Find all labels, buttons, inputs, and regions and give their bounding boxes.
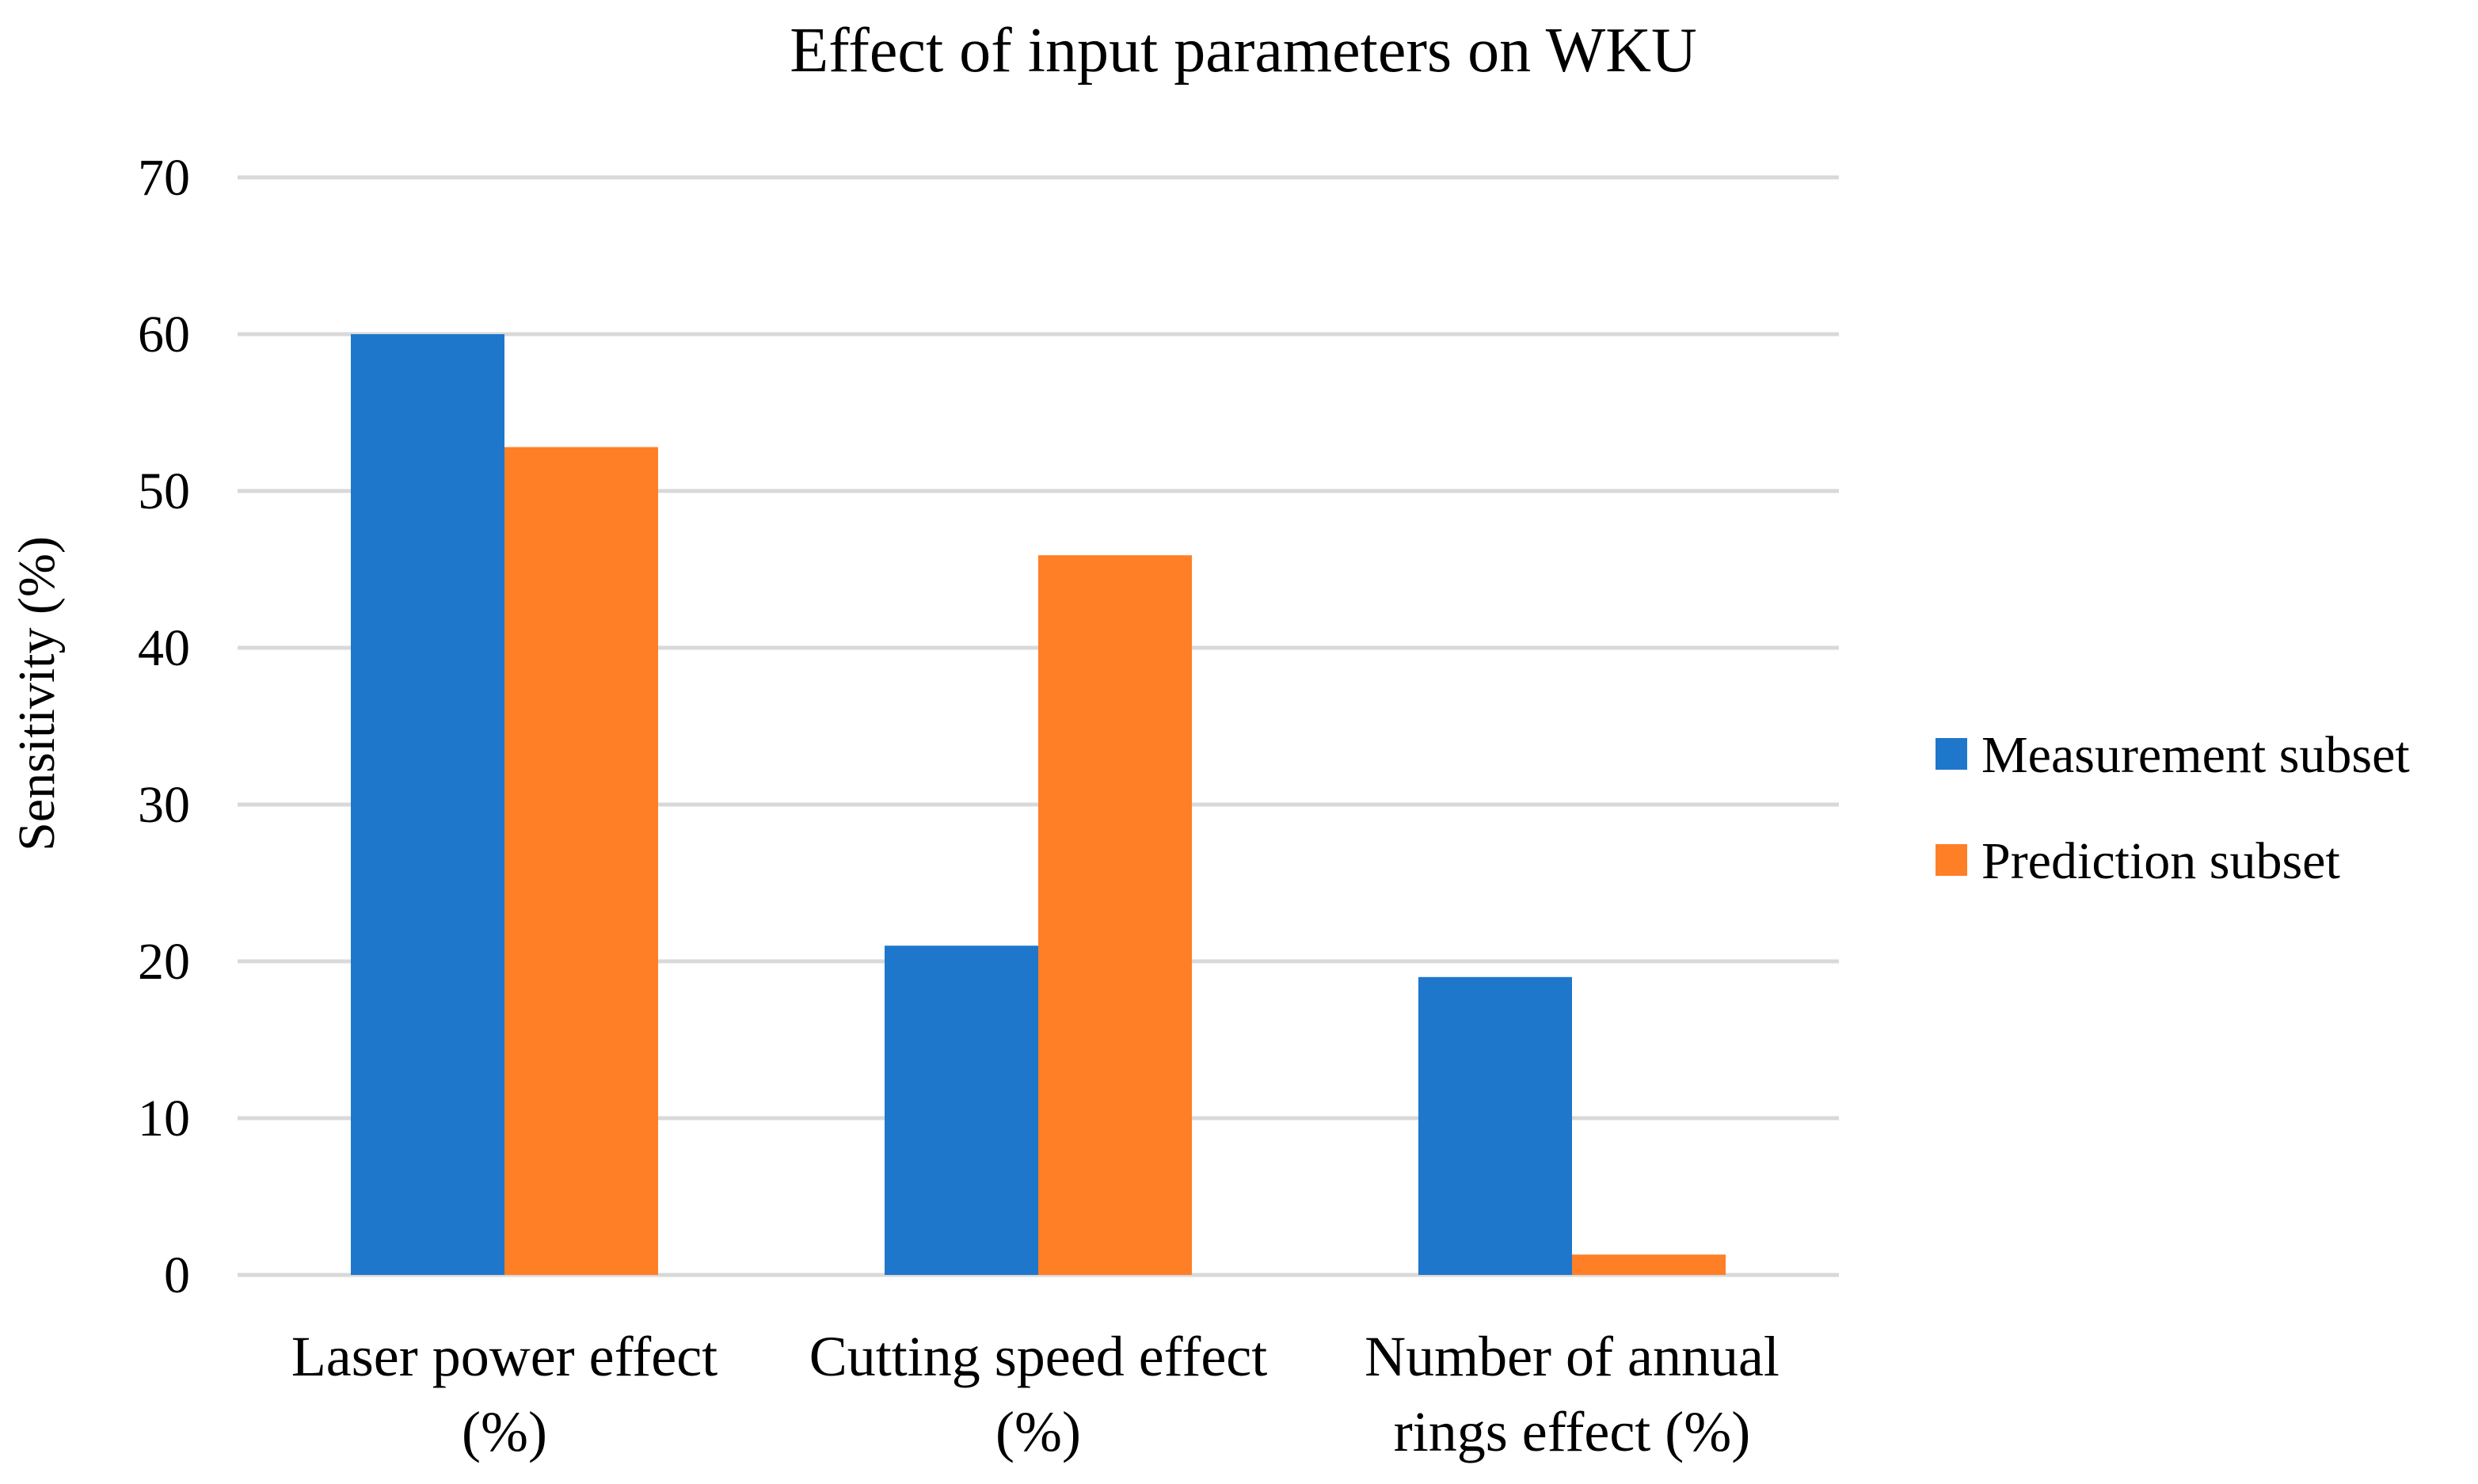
- x-tick-label: (%): [462, 1400, 547, 1463]
- y-tick-label: 70: [138, 149, 190, 207]
- bar-prediction-0[interactable]: [504, 447, 658, 1275]
- y-tick-label: 50: [138, 462, 190, 520]
- x-tick-label: Number of annual: [1365, 1325, 1780, 1388]
- x-tick-label: Laser power effect: [291, 1325, 718, 1388]
- x-tick-labels: Laser power effect (%) Cutting speed effec…: [291, 1325, 1780, 1463]
- legend-swatch: [1936, 844, 1967, 876]
- y-tick-label: 10: [138, 1090, 190, 1147]
- y-tick-labels: 0 10 20 30 40 50 60 70: [138, 149, 190, 1304]
- bar-prediction-1[interactable]: [1038, 555, 1192, 1275]
- y-tick-label: 0: [164, 1246, 190, 1304]
- bar-measurement-2[interactable]: [1418, 976, 1572, 1275]
- y-tick-label: 60: [138, 306, 190, 363]
- bar-measurement-0[interactable]: [351, 334, 504, 1275]
- y-axis-label: Sensitivity (%): [8, 536, 66, 851]
- legend-label: Measurement subset: [1981, 726, 2410, 784]
- bars: [351, 334, 1726, 1275]
- bar-measurement-1[interactable]: [885, 946, 1038, 1275]
- legend-swatch: [1936, 738, 1967, 770]
- x-tick-label: (%): [995, 1400, 1081, 1463]
- chart-title: Effect of input parameters on WKU: [790, 16, 1697, 86]
- legend-item-measurement[interactable]: Measurement subset: [1936, 726, 2410, 784]
- y-tick-label: 40: [138, 619, 190, 677]
- legend-item-prediction[interactable]: Prediction subset: [1936, 832, 2340, 890]
- legend-label: Prediction subset: [1981, 832, 2340, 890]
- bar-prediction-2[interactable]: [1572, 1254, 1726, 1275]
- x-tick-label: rings effect (%): [1394, 1400, 1750, 1463]
- x-tick-label: Cutting speed effect: [809, 1325, 1268, 1388]
- y-tick-label: 30: [138, 776, 190, 834]
- y-tick-label: 20: [138, 933, 190, 991]
- legend[interactable]: Measurement subset Prediction subset: [1936, 726, 2410, 890]
